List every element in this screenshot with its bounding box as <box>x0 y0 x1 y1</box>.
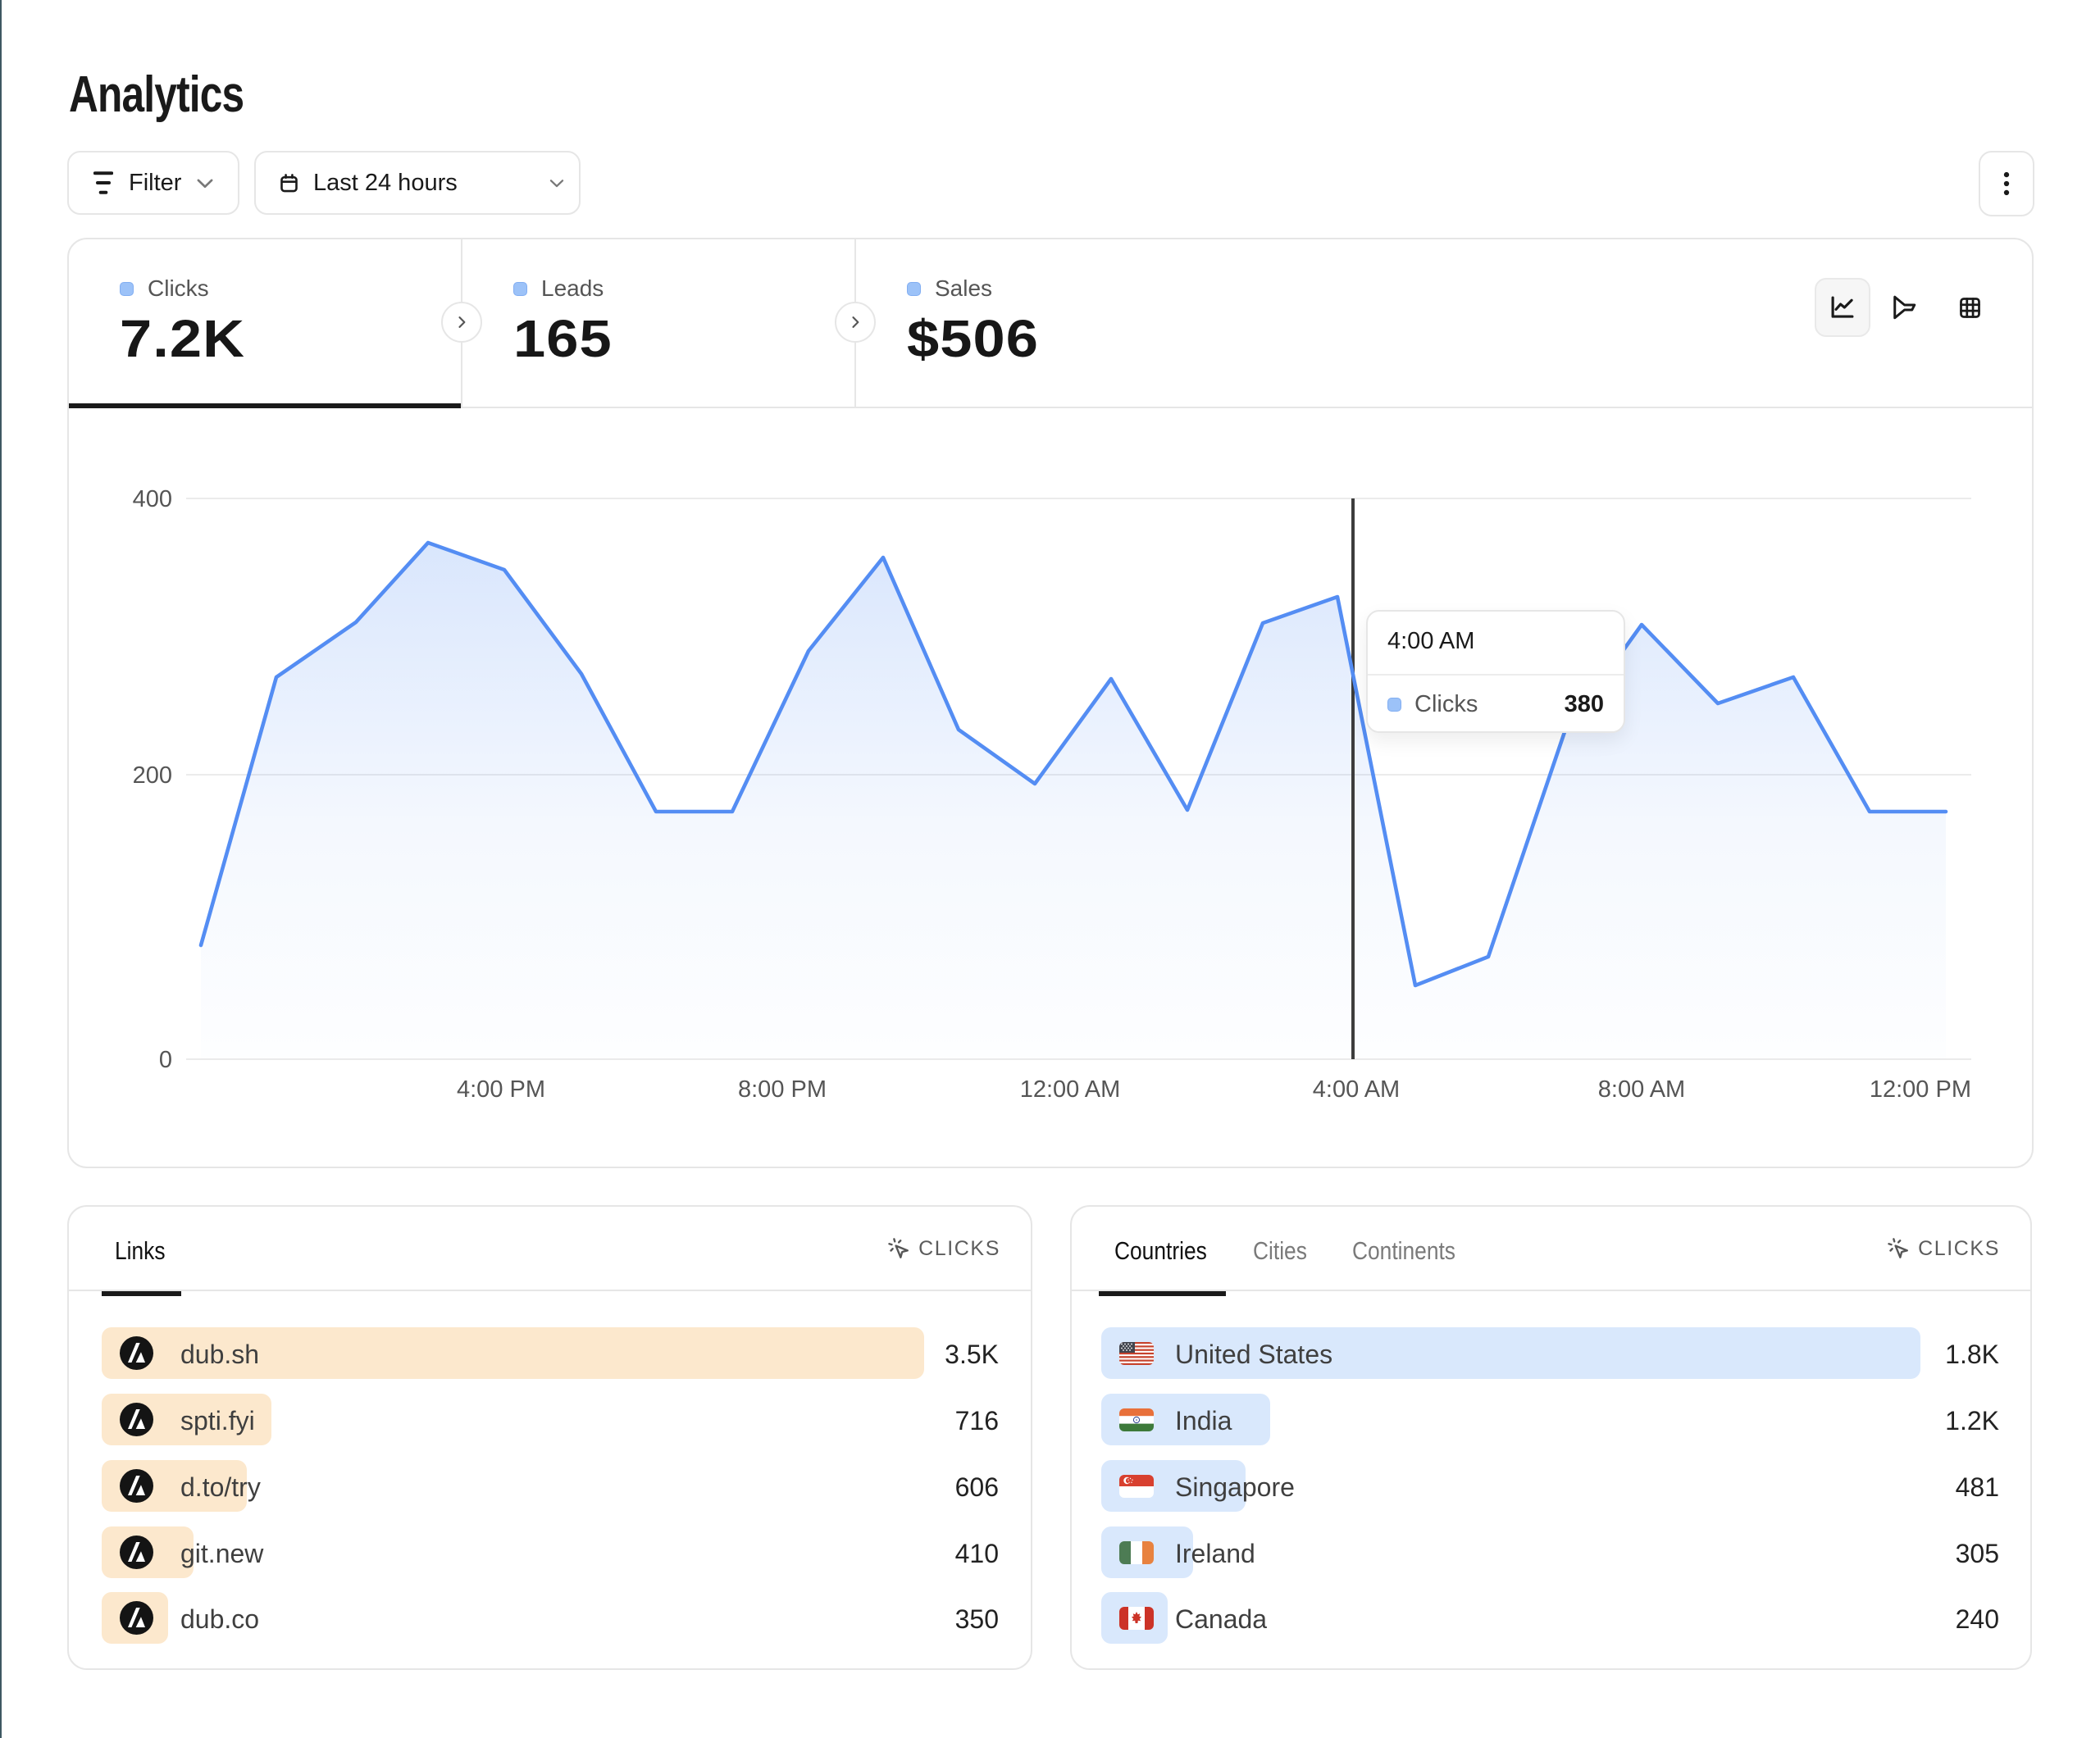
svg-text:0: 0 <box>159 1047 172 1073</box>
svg-text:12:00 AM: 12:00 AM <box>1020 1076 1121 1103</box>
svg-text:12:00 PM: 12:00 PM <box>1870 1076 1971 1103</box>
svg-text:8:00 AM: 8:00 AM <box>1598 1076 1685 1103</box>
svg-text:4:00 AM: 4:00 AM <box>1313 1076 1400 1103</box>
svg-text:4:00 PM: 4:00 PM <box>457 1076 545 1103</box>
svg-text:8:00 PM: 8:00 PM <box>738 1076 827 1103</box>
svg-text:200: 200 <box>133 762 172 789</box>
svg-text:400: 400 <box>133 486 172 512</box>
